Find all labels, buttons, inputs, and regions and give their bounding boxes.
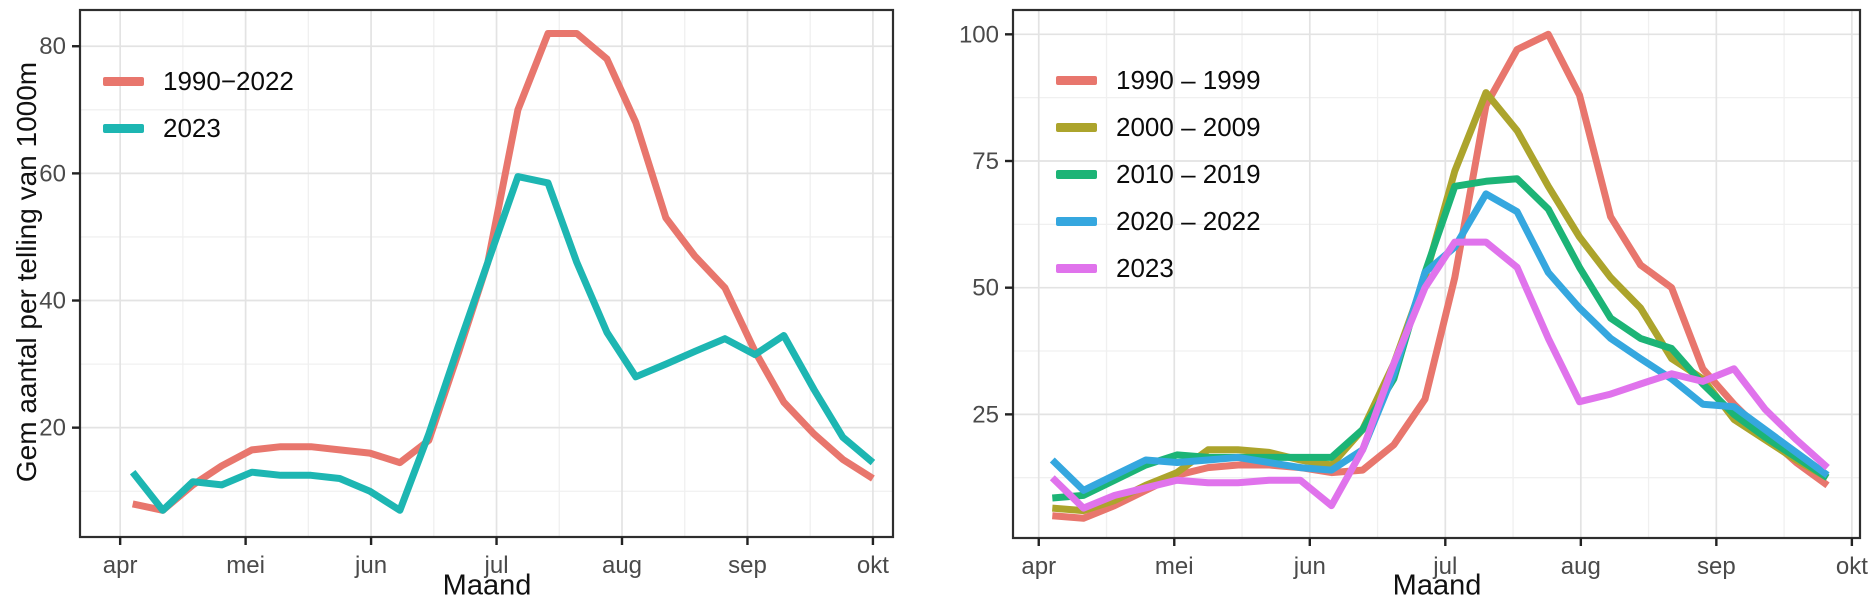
legend-label: 2020 – 2022: [1116, 206, 1261, 236]
legend-swatch-icon: [103, 77, 144, 86]
legend-swatch-icon: [1056, 123, 1097, 132]
x-tick-label: jun: [354, 552, 387, 579]
y-tick-label: 25: [972, 401, 999, 428]
legend-swatch-icon: [103, 124, 144, 133]
series-line-0-1: [129, 173, 876, 514]
legend-label: 2000 – 2009: [1116, 112, 1261, 142]
legend-item: 1990−2022: [103, 58, 294, 105]
x-tick-label: jun: [1293, 553, 1326, 580]
legend-swatch-icon: [1056, 264, 1097, 273]
legend-item: 2023: [103, 105, 294, 152]
tick-labels: apr mei jun jul aug sep okt 25 50 75 100: [959, 21, 1868, 580]
x-tick-label: okt: [1836, 553, 1868, 580]
chart-left: apr mei jun jul aug sep okt 20 40 60 80: [39, 8, 895, 579]
x-axis-title-left: Maand: [442, 569, 532, 602]
series-lines: [1049, 30, 1830, 522]
legend-right-chart: 1990 – 1999 2000 – 2009 2010 – 2019 2020 – …: [1056, 57, 1261, 292]
legend-item: 1990 – 1999: [1056, 57, 1261, 104]
legend-label: 1990−2022: [163, 66, 294, 96]
legend-label: 1990 – 1999: [1116, 65, 1261, 95]
legend-label: 2023: [1116, 253, 1174, 283]
x-tick-label: aug: [602, 552, 642, 579]
series-line-1-0: [1052, 30, 1830, 522]
y-tick-label: 20: [39, 415, 66, 442]
y-tick-label: 80: [39, 33, 66, 60]
y-tick-label: 60: [39, 160, 66, 187]
series-line-1-4: [1049, 238, 1830, 512]
series-line-0-0: [131, 30, 875, 514]
tick-marks: [72, 45, 875, 545]
legend-label: 2023: [163, 113, 221, 143]
y-tick-label: 100: [959, 21, 999, 48]
legend-item: 2010 – 2019: [1056, 151, 1261, 198]
x-tick-label: apr: [1021, 553, 1056, 580]
y-axis-title: Gem aantal per telling van 1000m: [11, 61, 42, 483]
tick-labels: apr mei jun jul aug sep okt 20 40 60 80: [39, 33, 889, 579]
legend-item: 2000 – 2009: [1056, 104, 1261, 151]
tick-marks: [1005, 33, 1854, 546]
grid-major: [80, 10, 893, 537]
x-tick-label: aug: [1561, 553, 1601, 580]
x-axis-title-right: Maand: [1392, 569, 1482, 602]
x-tick-label: okt: [857, 552, 889, 579]
legend-item: 2023: [1056, 245, 1261, 292]
y-tick-label: 75: [972, 148, 999, 175]
x-tick-label: mei: [1155, 553, 1194, 580]
y-tick-label: 40: [39, 288, 66, 315]
legend-label: 2010 – 2019: [1116, 159, 1261, 189]
x-tick-label: mei: [226, 552, 265, 579]
y-tick-label: 50: [972, 275, 999, 302]
series-lines: [129, 30, 876, 514]
chart-right: apr mei jun jul aug sep okt 25 50 75 100: [959, 8, 1868, 580]
grid-minor: [80, 10, 893, 537]
panel-border: [78, 8, 895, 539]
legend-item: 2020 – 2022: [1056, 198, 1261, 245]
x-tick-label: jul: [484, 552, 509, 579]
panel-border: [1011, 8, 1862, 540]
legend-swatch-icon: [1056, 217, 1097, 226]
x-tick-label: sep: [728, 552, 767, 579]
x-tick-label: sep: [1697, 553, 1736, 580]
legend-swatch-icon: [1056, 170, 1097, 179]
x-tick-label: apr: [103, 552, 138, 579]
legend-left-chart: 1990−2022 2023: [103, 58, 294, 152]
legend-swatch-icon: [1056, 76, 1097, 85]
x-tick-label: jul: [1432, 553, 1457, 580]
